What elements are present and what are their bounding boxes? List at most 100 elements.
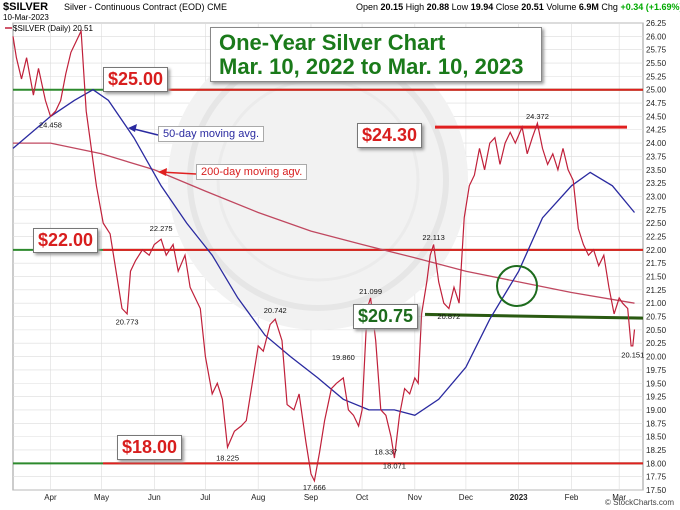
chg-label: Chg [601, 2, 618, 12]
point-label: 20.773 [116, 317, 139, 326]
level-box-22: $22.00 [33, 228, 99, 253]
level-box-25: $25.00 [103, 67, 169, 92]
point-label: 24.458 [39, 121, 62, 130]
y-tick-label: 20.25 [646, 339, 667, 348]
ma50-arrow [128, 124, 159, 136]
y-tick-label: 22.75 [646, 206, 667, 215]
y-tick-label: 25.00 [646, 86, 667, 95]
y-tick-label: 21.50 [646, 273, 667, 282]
chart-date: 10-Mar-2023 [3, 13, 49, 22]
point-label: 20.872 [437, 312, 460, 321]
x-axis-months: Apr May Jun Jul Aug Sep Oct Nov Dec 2023 Feb Mar [44, 493, 626, 502]
y-tick-label: 17.75 [646, 473, 667, 482]
x-month-label: Jul [200, 493, 210, 502]
x-month-label: Apr [44, 493, 57, 502]
ma50-series-line [12, 88, 636, 417]
y-tick-label: 23.50 [646, 166, 667, 175]
chart-title-box: One-Year Silver Chart Mar. 10, 2022 to M… [210, 27, 542, 82]
x-month-label: 2023 [510, 493, 528, 502]
point-label: 20.151 [621, 351, 644, 360]
description-text: Silver - Continuous Contract (EOD) [64, 2, 205, 12]
y-tick-label: 18.00 [646, 459, 667, 468]
x-month-label: Jun [148, 493, 161, 502]
y-tick-label: 19.25 [646, 393, 667, 402]
y-tick-label: 25.75 [646, 46, 667, 55]
close-value: 20.51 [521, 2, 544, 12]
open-value: 20.15 [380, 2, 404, 12]
point-label: 22.275 [150, 224, 173, 233]
level-box-18: $18.00 [117, 435, 183, 460]
low-value: 19.94 [470, 2, 494, 12]
y-tick-label: 19.75 [646, 366, 667, 375]
watermark-logo [168, 30, 468, 330]
y-tick-label: 23.00 [646, 192, 667, 201]
low-label: Low [451, 2, 469, 12]
y-tick-label: 26.00 [646, 32, 667, 41]
level-line-trend [424, 312, 644, 320]
y-tick-label: 20.50 [646, 326, 667, 335]
footer-credit: © StockCharts.com [604, 498, 674, 507]
point-label: 19.860 [332, 353, 355, 362]
open-label: Open [356, 2, 379, 12]
ma200-series-line [13, 142, 635, 304]
high-label: High [405, 2, 425, 12]
y-tick-label: 23.25 [646, 179, 667, 188]
y-tick-label: 24.75 [646, 99, 667, 108]
y-tick-label: 19.50 [646, 379, 667, 388]
level-box-20-75: $20.75 [353, 304, 419, 329]
y-tick-label: 20.75 [646, 313, 667, 322]
point-label: 20.742 [264, 306, 287, 315]
x-month-label: Feb [565, 493, 579, 502]
y-tick-label: 22.50 [646, 219, 667, 228]
y-tick-label: 22.25 [646, 232, 667, 241]
y-axis-ticks: 17.50 17.75 18.00 18.25 18.50 18.75 19.00 19.25… [646, 19, 667, 495]
series-legend: $SILVER (Daily) 20.51 [5, 24, 93, 33]
series-legend-label: $SILVER (Daily) 20.51 [13, 24, 93, 33]
ma200-annotation: 200-day moving agv. [196, 164, 308, 180]
y-tick-label: 19.00 [646, 406, 667, 415]
y-tick-label: 24.25 [646, 126, 667, 135]
x-month-label: May [94, 493, 109, 502]
x-month-label: Nov [408, 493, 422, 502]
x-month-label: Aug [251, 493, 265, 502]
point-label: 18.337 [374, 447, 397, 456]
volume-label: Volume [546, 2, 577, 12]
y-tick-label: 22.00 [646, 246, 667, 255]
x-month-label: Oct [356, 493, 369, 502]
high-value: 20.88 [426, 2, 450, 12]
price-levels [13, 88, 644, 465]
y-tick-label: 20.00 [646, 353, 667, 362]
y-tick-label: 26.25 [646, 19, 667, 28]
x-month-label: Sep [304, 493, 319, 502]
y-tick-label: 24.50 [646, 112, 667, 121]
y-tick-label: 25.25 [646, 72, 667, 81]
chart-subtitle: Mar. 10, 2022 to Mar. 10, 2023 [219, 54, 524, 79]
point-labels: 24.458 20.773 22.275 18.225 20.742 17.666 19.8… [39, 112, 644, 492]
chg-value: +0.34 (+1.69%) [620, 2, 680, 12]
quote-summary: Open 20.15 High 20.88 Low 19.94 Close 20… [356, 2, 680, 12]
y-tick-label: 21.75 [646, 259, 667, 268]
point-label: 18.071 [383, 462, 406, 471]
chart-description: Silver - Continuous Contract (EOD) CME [64, 2, 227, 12]
point-label: 22.113 [422, 233, 444, 242]
exchange-text: CME [207, 2, 228, 12]
point-label: 21.099 [359, 287, 382, 296]
y-tick-label: 17.50 [646, 486, 667, 495]
ma200-arrow [158, 168, 197, 176]
y-tick-label: 24.00 [646, 139, 667, 148]
y-tick-label: 21.00 [646, 299, 667, 308]
y-tick-label: 23.75 [646, 152, 667, 161]
point-label: 17.666 [303, 483, 326, 492]
y-tick-label: 18.25 [646, 446, 667, 455]
y-tick-label: 21.25 [646, 286, 667, 295]
y-tick-label: 18.75 [646, 419, 667, 428]
crossover-circle [496, 265, 538, 307]
series-lines [12, 28, 636, 483]
close-label: Close [495, 2, 519, 12]
y-tick-label: 18.50 [646, 433, 667, 442]
level-box-24-30: $24.30 [357, 123, 423, 148]
price-series-line [12, 28, 636, 483]
chart-title: One-Year Silver Chart [219, 30, 446, 55]
ma50-annotation: 50-day moving avg. [158, 126, 264, 142]
